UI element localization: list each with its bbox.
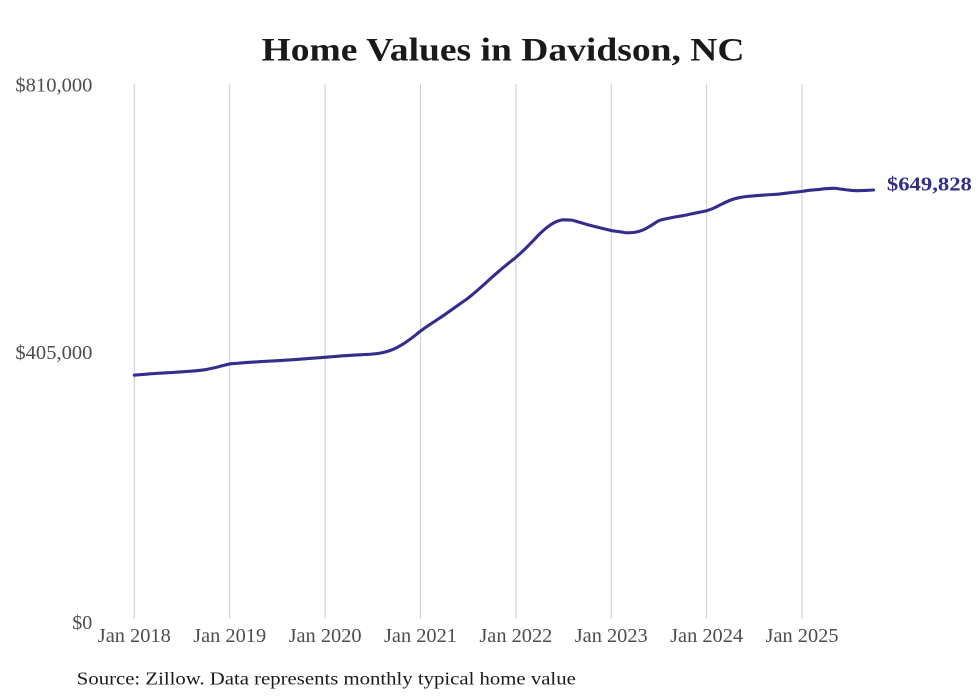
svg-text:Jan 2019: Jan 2019 bbox=[193, 625, 266, 647]
svg-text:$810,000: $810,000 bbox=[15, 74, 92, 96]
svg-text:$649,828: $649,828 bbox=[887, 173, 972, 195]
svg-text:Jan 2018: Jan 2018 bbox=[98, 625, 171, 647]
svg-text:Jan 2023: Jan 2023 bbox=[575, 625, 648, 647]
svg-text:Source: Zillow. Data represent: Source: Zillow. Data represents monthly … bbox=[77, 669, 576, 689]
svg-text:Jan 2024: Jan 2024 bbox=[670, 625, 743, 647]
svg-text:$405,000: $405,000 bbox=[15, 342, 92, 364]
svg-text:Jan 2021: Jan 2021 bbox=[384, 625, 457, 647]
svg-text:$0: $0 bbox=[72, 612, 92, 634]
svg-text:Jan 2020: Jan 2020 bbox=[289, 625, 362, 647]
svg-text:Jan 2022: Jan 2022 bbox=[479, 625, 552, 647]
svg-text:Home Values in Davidson, NC: Home Values in Davidson, NC bbox=[262, 33, 745, 69]
svg-text:Jan 2025: Jan 2025 bbox=[766, 625, 839, 647]
